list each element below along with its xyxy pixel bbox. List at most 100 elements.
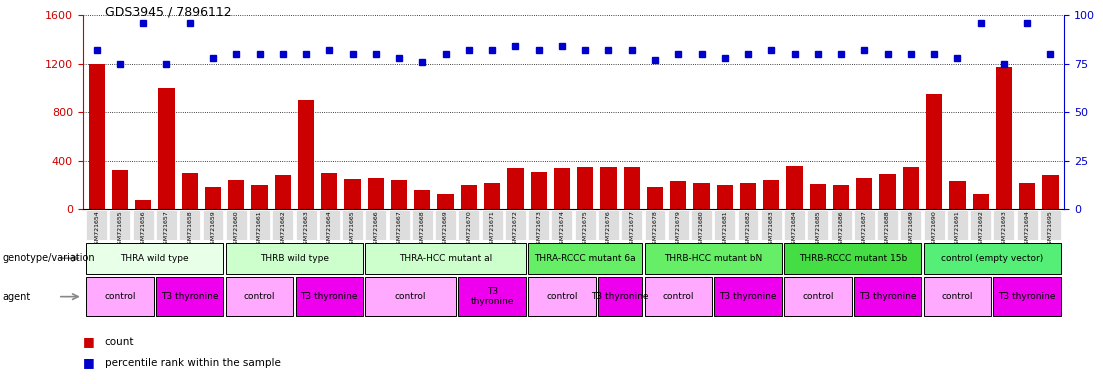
Bar (810, 184, 826, 209)
FancyBboxPatch shape (877, 210, 898, 240)
FancyBboxPatch shape (86, 243, 224, 274)
Text: GSM721668: GSM721668 (420, 210, 425, 248)
Bar (182, 173, 197, 209)
Bar (902, 167, 919, 209)
Text: control: control (942, 292, 973, 301)
Text: GSM721671: GSM721671 (490, 210, 494, 248)
Bar (88, 64, 105, 209)
Text: GSM721680: GSM721680 (699, 210, 704, 248)
Text: GSM721677: GSM721677 (629, 210, 634, 248)
Bar (973, 194, 988, 209)
Text: THRB-HCC mutant bN: THRB-HCC mutant bN (664, 254, 762, 263)
FancyBboxPatch shape (180, 210, 201, 240)
FancyBboxPatch shape (854, 210, 875, 240)
FancyBboxPatch shape (644, 277, 711, 316)
Text: genotype/variation: genotype/variation (2, 253, 95, 263)
Text: GSM721664: GSM721664 (326, 210, 332, 248)
Bar (135, 200, 151, 209)
FancyBboxPatch shape (132, 210, 153, 240)
FancyBboxPatch shape (784, 210, 805, 240)
Bar (531, 172, 547, 209)
Text: T3 thyronine: T3 thyronine (859, 292, 917, 301)
Bar (275, 175, 291, 209)
Text: GSM721693: GSM721693 (1002, 210, 1006, 248)
FancyBboxPatch shape (784, 243, 921, 274)
Bar (1042, 175, 1059, 209)
Bar (298, 100, 314, 209)
Text: agent: agent (2, 291, 31, 302)
FancyBboxPatch shape (946, 210, 967, 240)
Bar (205, 187, 221, 209)
FancyBboxPatch shape (226, 210, 247, 240)
FancyBboxPatch shape (552, 210, 572, 240)
FancyBboxPatch shape (900, 210, 921, 240)
Bar (251, 185, 268, 209)
FancyBboxPatch shape (203, 210, 224, 240)
Text: GSM721659: GSM721659 (211, 210, 215, 248)
Bar (484, 183, 501, 209)
FancyBboxPatch shape (784, 277, 852, 316)
Bar (507, 168, 524, 209)
Text: GSM721683: GSM721683 (769, 210, 774, 248)
Bar (159, 88, 174, 209)
FancyBboxPatch shape (667, 210, 688, 240)
Text: GSM721656: GSM721656 (141, 210, 146, 248)
FancyBboxPatch shape (644, 210, 665, 240)
Bar (671, 181, 686, 209)
Text: GSM721669: GSM721669 (443, 210, 448, 248)
Bar (438, 194, 453, 209)
Text: GSM721666: GSM721666 (373, 210, 378, 248)
Bar (950, 181, 965, 209)
Bar (415, 190, 430, 209)
Text: GSM721686: GSM721686 (838, 210, 844, 248)
FancyBboxPatch shape (459, 277, 526, 316)
Bar (763, 180, 780, 209)
Text: GSM721667: GSM721667 (397, 210, 401, 248)
FancyBboxPatch shape (692, 210, 711, 240)
Text: T3 thyronine: T3 thyronine (591, 292, 649, 301)
Bar (554, 168, 570, 209)
FancyBboxPatch shape (738, 210, 759, 240)
Text: GSM721655: GSM721655 (117, 210, 122, 248)
Bar (1019, 183, 1036, 209)
Bar (623, 167, 640, 209)
Text: GSM721661: GSM721661 (257, 210, 263, 248)
FancyBboxPatch shape (319, 210, 340, 240)
Text: T3 thyronine: T3 thyronine (161, 292, 218, 301)
Text: GSM721654: GSM721654 (94, 210, 99, 248)
Text: percentile rank within the sample: percentile rank within the sample (105, 358, 280, 368)
Bar (344, 179, 361, 209)
FancyBboxPatch shape (923, 277, 992, 316)
Bar (600, 167, 617, 209)
FancyBboxPatch shape (807, 210, 828, 240)
Bar (111, 170, 128, 209)
Text: GSM721687: GSM721687 (861, 210, 867, 248)
FancyBboxPatch shape (575, 210, 596, 240)
Bar (833, 185, 849, 209)
Bar (856, 178, 872, 209)
FancyBboxPatch shape (109, 210, 130, 240)
Text: GSM721657: GSM721657 (164, 210, 169, 248)
FancyBboxPatch shape (249, 210, 270, 240)
FancyBboxPatch shape (831, 210, 852, 240)
FancyBboxPatch shape (86, 277, 153, 316)
Text: GSM721681: GSM721681 (722, 210, 727, 248)
Text: GSM721692: GSM721692 (978, 210, 983, 248)
FancyBboxPatch shape (621, 210, 642, 240)
Text: GSM721675: GSM721675 (582, 210, 588, 248)
FancyBboxPatch shape (411, 210, 432, 240)
Text: control: control (395, 292, 427, 301)
Text: GSM721665: GSM721665 (350, 210, 355, 248)
Bar (717, 185, 732, 209)
Text: THRB-RCCC mutant 15b: THRB-RCCC mutant 15b (799, 254, 907, 263)
Text: control: control (802, 292, 834, 301)
FancyBboxPatch shape (598, 210, 619, 240)
Text: control: control (104, 292, 136, 301)
Text: GSM721690: GSM721690 (932, 210, 936, 248)
Text: GSM721679: GSM721679 (676, 210, 681, 248)
FancyBboxPatch shape (156, 277, 224, 316)
Bar (786, 166, 803, 209)
Bar (461, 185, 476, 209)
FancyBboxPatch shape (272, 210, 293, 240)
Text: GSM721670: GSM721670 (467, 210, 471, 248)
